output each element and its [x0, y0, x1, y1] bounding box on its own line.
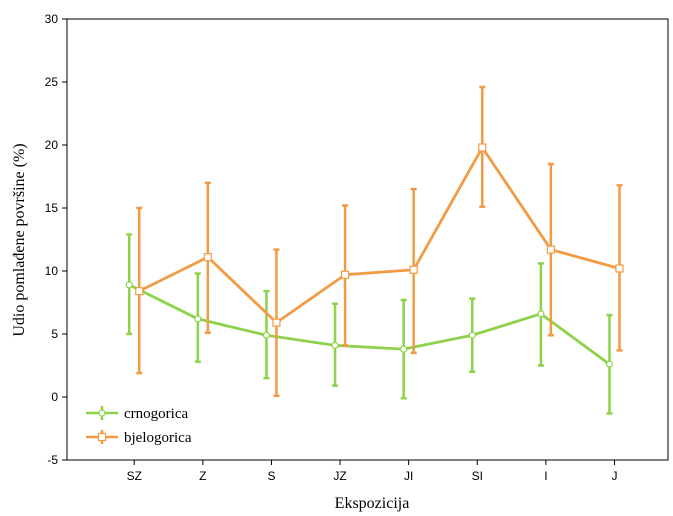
point-crnogorica-JZ — [331, 341, 339, 349]
x-tick-label-1: Z — [199, 469, 206, 483]
point-crnogorica-Z — [194, 315, 202, 323]
point-crnogorica-S — [262, 331, 271, 339]
y-tick-label-1: 0 — [51, 390, 58, 404]
line-crnogorica — [128, 283, 611, 366]
y-axis: -5 0 5 10 15 20 25 30 — [45, 12, 67, 467]
point-bjelogorica-Z — [203, 253, 212, 262]
legend-box — [80, 400, 220, 450]
point-crnogorica-SZ — [125, 281, 133, 289]
x-tick-label-0: SZ — [127, 469, 142, 483]
point-bjelogorica-S — [272, 318, 281, 327]
point-bjelogorica-JZ — [340, 270, 350, 279]
x-axis-title: Ekspozicija — [335, 495, 410, 512]
legend-label-crnogorica: crnogorica — [124, 406, 188, 422]
series-crnogorica — [125, 233, 614, 415]
point-bjelogorica-SI — [478, 143, 487, 152]
y-tick-label-7: 30 — [45, 12, 59, 26]
plot-frame — [66, 18, 669, 461]
legend: crnogorica bjelogorica — [80, 400, 220, 450]
x-tick-label-2: S — [267, 469, 275, 483]
point-bjelogorica-J — [615, 264, 624, 273]
legend-label-bjelogorica: bjelogorica — [124, 430, 192, 446]
x-tick-label-4: JI — [404, 469, 413, 483]
legend-marker-crnogorica — [98, 409, 106, 417]
legend-marker-bjelogorica — [97, 432, 107, 442]
point-crnogorica-JI — [400, 345, 408, 353]
series-layer — [125, 85, 624, 415]
point-crnogorica-I — [537, 310, 545, 318]
y-tick-label-0: -5 — [47, 453, 58, 467]
y-tick-label-3: 10 — [45, 264, 59, 278]
x-tick-label-7: J — [611, 469, 617, 483]
point-crnogorica-SI — [468, 331, 476, 339]
y-tick-label-6: 25 — [45, 75, 59, 89]
point-crnogorica-J — [605, 360, 614, 368]
x-tick-label-5: SI — [472, 469, 483, 483]
series-bjelogorica — [135, 85, 624, 397]
y-tick-label-4: 15 — [45, 201, 59, 215]
point-bjelogorica-SZ — [135, 287, 144, 296]
y-tick-label-2: 5 — [51, 327, 58, 341]
point-bjelogorica-I — [546, 245, 555, 254]
y-tick-label-5: 20 — [45, 138, 59, 152]
point-bjelogorica-JI — [409, 265, 418, 274]
x-tick-label-6: I — [544, 469, 547, 483]
line-bjelogorica — [138, 146, 620, 325]
y-axis-title: Udio pomlađene površine (%) — [11, 143, 28, 336]
x-tick-label-3: JZ — [333, 469, 346, 483]
x-axis: SZ Z S JZ JI SI I J — [127, 460, 617, 483]
